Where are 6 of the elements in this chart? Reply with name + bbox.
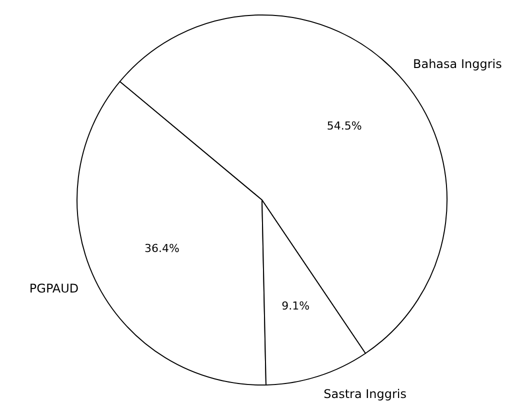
slice-label: Sastra Inggris	[324, 387, 407, 402]
data-label: 36.4%	[144, 242, 180, 256]
data-label: 9.1%	[282, 300, 310, 313]
data-label: 54.5%	[326, 119, 362, 132]
slice-label: Bahasa Inggris	[412, 56, 502, 71]
slice-label: PGPAUD	[29, 282, 79, 296]
